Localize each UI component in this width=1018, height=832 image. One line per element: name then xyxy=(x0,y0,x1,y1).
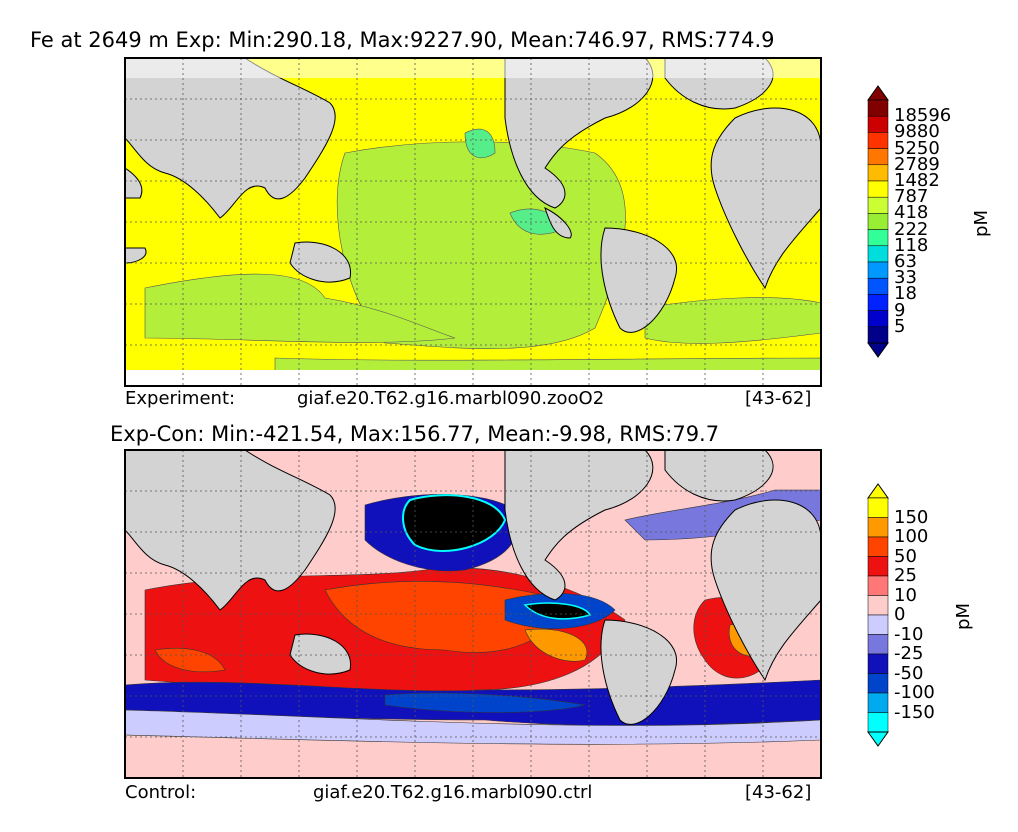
bottom-caption-center: giaf.e20.T62.g16.marbl090.ctrl xyxy=(313,782,593,803)
top-colorbar-segment xyxy=(867,310,889,328)
bottom-colorbar-tick-label: 25 xyxy=(894,565,917,586)
bottom-colorbar-segment xyxy=(867,614,889,635)
top-map xyxy=(124,57,822,387)
bottom-map xyxy=(124,449,822,779)
top-colorbar-segment xyxy=(867,148,889,166)
top-colorbar-tick-label: 9880 xyxy=(894,121,940,143)
top-colorbar-arrow-bottom xyxy=(867,342,889,358)
bottom-caption-right: [43-62] xyxy=(745,782,812,803)
bottom-colorbar-unit: pM xyxy=(952,603,974,630)
top-colorbar-segment xyxy=(867,326,889,344)
top-colorbar-tick-label: 418 xyxy=(894,202,929,224)
bottom-colorbar-segment xyxy=(867,517,889,538)
bottom-colorbar-tick-label: -25 xyxy=(894,643,924,664)
top-colorbar-segment xyxy=(867,99,889,117)
top-colorbar xyxy=(867,85,889,358)
top-colorbar-segment xyxy=(867,213,889,230)
top-colorbar-tick-label: 5250 xyxy=(894,137,940,159)
bottom-colorbar-segment xyxy=(867,692,889,713)
top-colorbar-segment xyxy=(867,229,889,247)
bottom-colorbar-tick-label: 10 xyxy=(894,584,917,606)
top-colorbar-segment xyxy=(867,164,889,182)
top-caption-center: giaf.e20.T62.g16.marbl090.zooO2 xyxy=(297,388,605,409)
bottom-colorbar-segment xyxy=(867,653,889,674)
bottom-colorbar-arrow-top xyxy=(867,483,889,499)
top-colorbar-segment xyxy=(867,115,889,133)
top-colorbar-tick-label: 9 xyxy=(894,299,906,321)
bottom-colorbar-segment xyxy=(867,595,889,616)
top-colorbar-tick-label: 18 xyxy=(894,283,917,305)
bottom-colorbar-tick-label: 100 xyxy=(894,526,929,547)
top-colorbar-tick-label: 5 xyxy=(894,315,906,337)
bottom-colorbar-segment xyxy=(867,575,889,596)
top-colorbar-segment xyxy=(867,245,889,263)
top-colorbar-segment xyxy=(867,294,889,311)
top-colorbar-segment xyxy=(867,196,889,214)
top-colorbar-segment xyxy=(867,277,889,295)
top-colorbar-tick-label: 18596 xyxy=(894,105,952,127)
bottom-colorbar-segment xyxy=(867,634,889,655)
bottom-colorbar-segment xyxy=(867,673,889,694)
bottom-colorbar-tick-label: -10 xyxy=(894,623,924,645)
bottom-colorbar-tick-label: -150 xyxy=(894,701,935,723)
top-caption-right: [43-62] xyxy=(745,388,812,409)
top-caption-left: Experiment: xyxy=(125,388,236,409)
top-colorbar-tick-label: 2789 xyxy=(894,153,940,175)
top-colorbar-segment xyxy=(867,180,889,198)
top-chart-title: Fe at 2649 m Exp: Min:290.18, Max:9227.9… xyxy=(30,28,775,52)
top-colorbar-tick-label: 1482 xyxy=(894,170,940,191)
bottom-chart-title: Exp-Con: Min:-421.54, Max:156.77, Mean:-… xyxy=(110,422,720,446)
top-colorbar-tick-label: 787 xyxy=(894,186,929,208)
bottom-colorbar-tick-label: -50 xyxy=(894,662,924,684)
bottom-colorbar-segment xyxy=(867,497,889,518)
bottom-colorbar-tick-label: 50 xyxy=(894,545,917,567)
bottom-colorbar-tick-label: 0 xyxy=(894,604,906,625)
top-colorbar-segment xyxy=(867,261,889,279)
top-colorbar-unit: pM xyxy=(970,210,992,237)
bottom-colorbar-segment xyxy=(867,556,889,577)
bottom-colorbar-segment xyxy=(867,536,889,557)
top-colorbar-segment xyxy=(867,132,889,149)
bottom-colorbar-arrow-bottom xyxy=(867,731,889,747)
top-colorbar-tick-label: 33 xyxy=(894,267,917,289)
bottom-colorbar-segment xyxy=(867,712,889,733)
top-colorbar-tick-label: 63 xyxy=(894,251,917,272)
top-colorbar-tick-label: 222 xyxy=(894,218,929,240)
top-colorbar-arrow-top xyxy=(867,85,889,101)
bottom-colorbar xyxy=(867,483,889,747)
bottom-colorbar-tick-label: -100 xyxy=(894,682,935,703)
top-colorbar-tick-label: 118 xyxy=(894,234,929,256)
bottom-colorbar-tick-label: 150 xyxy=(894,506,929,528)
bottom-caption-left: Control: xyxy=(125,782,197,803)
